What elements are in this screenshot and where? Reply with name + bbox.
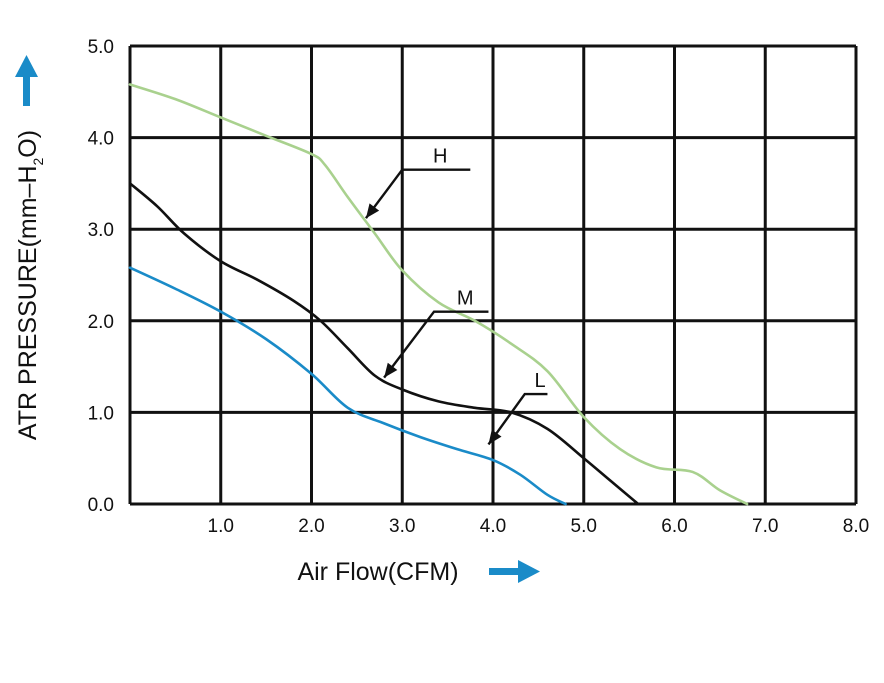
- y-axis-arrow-icon: [15, 55, 38, 106]
- annotation-arrow-icon: [488, 429, 502, 445]
- annotation-l: L: [487, 370, 548, 446]
- x-tick-label: 6.0: [661, 516, 687, 537]
- annotation-leader-line: [487, 392, 548, 446]
- annotation-label: H: [433, 146, 447, 168]
- x-axis-arrow-icon: [489, 560, 540, 583]
- annotation-m: M: [383, 288, 489, 379]
- curves: [128, 83, 749, 506]
- annotation-label: M: [457, 288, 474, 310]
- series-m-line: [128, 182, 640, 506]
- grid: [128, 44, 858, 506]
- annotation-leader-line: [364, 168, 471, 219]
- series-h-line: [128, 83, 749, 506]
- y-axis-title: ATR PRESSURE(mm–H2O): [14, 130, 46, 440]
- y-axis-title-subscript: 2: [30, 158, 46, 166]
- y-axis-title-end: O): [14, 130, 42, 158]
- curve-annotations: H M L: [364, 146, 548, 446]
- y-tick-label: 1.0: [88, 403, 114, 424]
- x-axis-title: Air Flow(CFM): [297, 558, 458, 586]
- y-axis-title-main: ATR PRESSURE(mm–H: [14, 166, 42, 441]
- x-tick-label: 3.0: [389, 516, 415, 537]
- x-tick-label: 7.0: [752, 516, 778, 537]
- x-tick-label: 8.0: [843, 516, 869, 537]
- annotation-arrow-icon: [384, 362, 398, 378]
- annotation-leader-line: [383, 310, 489, 379]
- annotation-arrow-icon: [365, 203, 380, 219]
- y-tick-label: 2.0: [88, 312, 114, 333]
- y-tick-label: 4.0: [88, 129, 114, 150]
- tick-labels: 1.0 2.0 3.0 4.0 5.0 6.0 7.0 8.0 0.0 1.0 2.0 3.0 4.0 5…: [88, 37, 870, 537]
- annotation-h: H: [364, 146, 471, 219]
- annotation-label: L: [535, 370, 546, 392]
- y-tick-label: 5.0: [88, 37, 114, 58]
- x-tick-label: 4.0: [480, 516, 506, 537]
- x-tick-label: 1.0: [208, 516, 234, 537]
- y-tick-label: 3.0: [88, 220, 114, 241]
- series-l-line: [128, 266, 567, 506]
- x-tick-label: 5.0: [571, 516, 597, 537]
- x-tick-label: 2.0: [298, 516, 324, 537]
- y-tick-label: 0.0: [88, 495, 114, 516]
